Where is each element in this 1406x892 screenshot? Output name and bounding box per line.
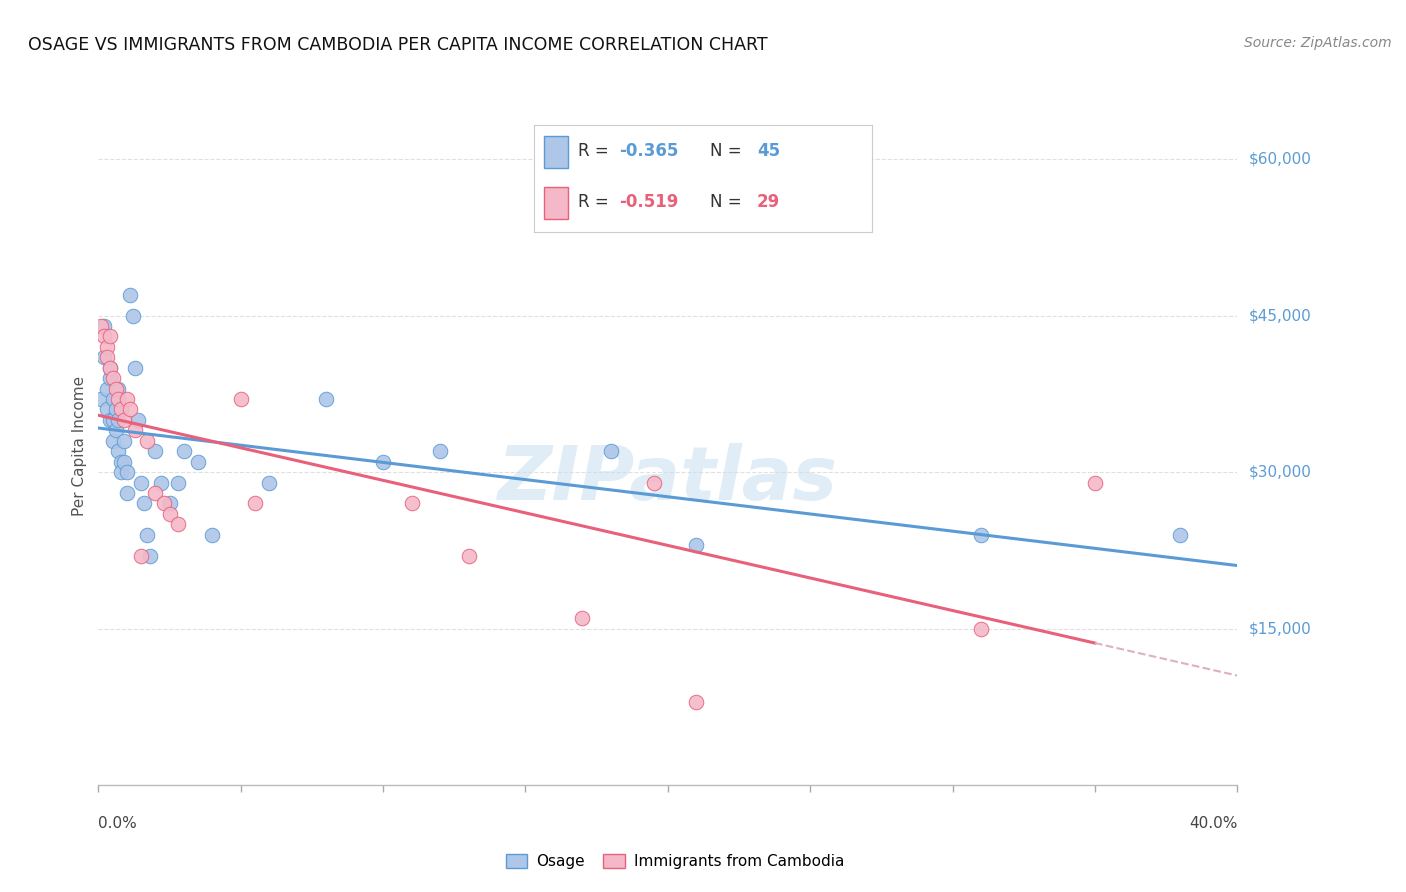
Point [315,392,337,406]
Point [112,413,135,427]
Text: 40.0%: 40.0% [1189,815,1237,830]
Point [96,402,118,417]
Point [101,434,124,448]
Point [115,465,138,479]
Text: $60,000: $60,000 [1249,152,1312,167]
Text: R =: R = [578,194,614,211]
Point [115,392,138,406]
Point [93,329,115,343]
Point [124,360,146,375]
Point [187,455,209,469]
Text: N =: N = [710,194,747,211]
Point [1084,475,1107,490]
Point [167,475,190,490]
FancyBboxPatch shape [544,136,568,168]
Point [129,549,152,563]
Point [93,351,115,365]
Point [110,455,132,469]
Point [135,527,157,541]
Text: R =: R = [578,142,614,160]
Point [104,423,127,437]
Text: 29: 29 [756,194,780,211]
Legend: Osage, Immigrants from Cambodia: Osage, Immigrants from Cambodia [499,847,851,875]
Point [685,694,707,708]
Text: $15,000: $15,000 [1249,621,1312,636]
Point [98,329,121,343]
Point [101,392,124,406]
Point [145,444,167,458]
Point [150,475,173,490]
Point [96,340,118,354]
Point [98,360,121,375]
Point [145,486,167,500]
Text: OSAGE VS IMMIGRANTS FROM CAMBODIA PER CAPITA INCOME CORRELATION CHART: OSAGE VS IMMIGRANTS FROM CAMBODIA PER CA… [28,36,768,54]
Point [259,475,281,490]
Point [1170,527,1192,541]
FancyBboxPatch shape [544,187,568,219]
Point [101,413,124,427]
Point [124,423,146,437]
Point [600,444,623,458]
Point [107,413,129,427]
Text: -0.365: -0.365 [619,142,678,160]
Point [167,517,190,532]
Point [429,444,451,458]
Point [118,287,141,301]
Text: 0.0%: 0.0% [98,815,138,830]
Point [571,611,593,625]
Point [98,371,121,385]
Point [107,392,129,406]
Point [107,444,129,458]
Point [115,486,138,500]
Point [132,496,155,510]
Point [104,402,127,417]
Point [159,496,181,510]
Point [643,475,665,490]
Point [243,496,266,510]
Point [110,402,132,417]
Point [138,549,160,563]
Point [104,382,127,396]
Text: N =: N = [710,142,747,160]
Y-axis label: Per Capita Income: Per Capita Income [72,376,87,516]
Point [401,496,423,510]
Point [159,507,181,521]
Point [201,527,224,541]
Point [112,455,135,469]
Point [98,413,121,427]
Text: $45,000: $45,000 [1249,308,1312,323]
Point [373,455,395,469]
Point [93,319,115,334]
Point [90,392,112,406]
Point [153,496,176,510]
Text: $30,000: $30,000 [1249,465,1312,480]
Text: -0.519: -0.519 [619,194,678,211]
Point [101,371,124,385]
Point [110,465,132,479]
Point [173,444,195,458]
Text: Source: ZipAtlas.com: Source: ZipAtlas.com [1244,36,1392,50]
Point [90,319,112,334]
Point [121,309,143,323]
Point [118,402,141,417]
Point [135,434,157,448]
Point [129,475,152,490]
Point [685,538,707,552]
Point [96,351,118,365]
Point [127,413,149,427]
Point [112,434,135,448]
Point [96,382,118,396]
Point [98,360,121,375]
Point [457,549,479,563]
Text: ZIPatlas: ZIPatlas [498,443,838,516]
Point [107,382,129,396]
Point [970,527,993,541]
Point [229,392,252,406]
Point [970,622,993,636]
Text: 45: 45 [756,142,780,160]
